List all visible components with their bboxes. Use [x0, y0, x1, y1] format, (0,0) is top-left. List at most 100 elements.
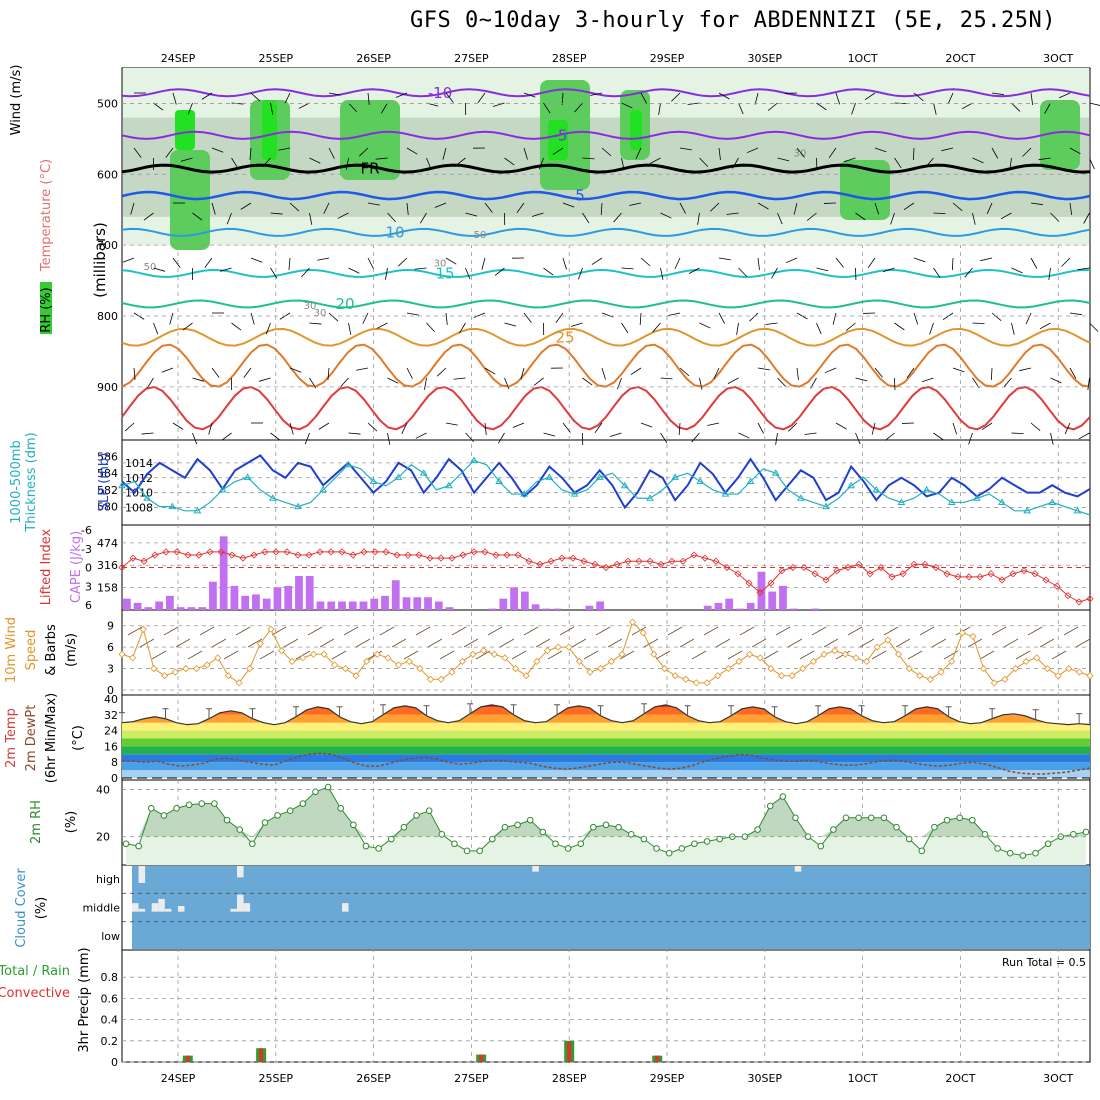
rh-contour-label: 30 [794, 149, 807, 160]
thickness-point [671, 473, 680, 480]
lifted-point [261, 548, 269, 556]
thickness-point [218, 485, 227, 493]
wind10-point [607, 657, 615, 665]
rh2m-point [324, 783, 332, 791]
cape-bar [424, 597, 432, 610]
cloud-high-bar [138, 866, 146, 883]
wind-barb [671, 92, 681, 102]
wind-barb [192, 432, 198, 445]
wind-barb [1019, 367, 1032, 372]
wind-barb [445, 257, 457, 265]
wind-barb [986, 202, 993, 215]
wind-barb [406, 312, 419, 316]
wind-barb [726, 212, 739, 215]
lifted-point [723, 563, 731, 572]
wind10-point [235, 679, 243, 687]
wind-barb [317, 257, 330, 261]
wind10-point [799, 665, 807, 673]
wind-barb [1083, 212, 1090, 224]
wind-barb [153, 267, 166, 272]
wind-barb [401, 422, 408, 434]
wind-barb [874, 367, 883, 378]
cape-bar [391, 580, 400, 610]
wind-barb [660, 212, 672, 219]
thickness-axis-label-2: Thickness (dm) [24, 432, 39, 532]
wind-barb [453, 377, 466, 380]
wind-barb [1064, 422, 1071, 435]
wind10-point [1033, 654, 1041, 662]
top-date-label: 27SEP [454, 52, 489, 65]
rh-contour-label: 50 [474, 230, 487, 241]
wind-barb [172, 92, 177, 105]
lifted-point [283, 548, 291, 556]
wind-barb [736, 322, 739, 335]
wind-barb [699, 322, 711, 329]
lifted-point [668, 557, 676, 565]
cape-bar [531, 604, 540, 610]
wind-barb [1089, 322, 1099, 332]
wind10-barb [511, 650, 527, 660]
rh2m-point [249, 840, 256, 848]
wind10-point [267, 625, 275, 633]
wind-barb [531, 212, 544, 217]
wind-barb [629, 202, 642, 206]
wind10-point [863, 657, 871, 665]
wind-barb [972, 377, 980, 389]
lifted-point [1053, 582, 1061, 590]
wind-barb [492, 102, 505, 107]
wind10-point [150, 665, 158, 673]
wind10-barb [127, 626, 143, 636]
cloud-mid-bar [158, 898, 165, 912]
cloud-mid-bar [138, 908, 146, 912]
wind-barb [913, 312, 919, 325]
temp-band [122, 770, 1090, 778]
wind-barb [221, 432, 232, 441]
cloud-mid-bar [132, 903, 139, 912]
temp-contour [121, 327, 1091, 347]
slp-tick: 1008 [125, 502, 153, 515]
lifted-point [613, 560, 621, 568]
cape-bar [746, 602, 755, 610]
wind-barb [746, 147, 759, 154]
wind10-barb [607, 638, 623, 648]
wind-barb [124, 422, 135, 432]
contour-label: 15 [435, 264, 454, 282]
wind-barb [828, 147, 837, 159]
rh-contour-label: 50 [144, 262, 157, 273]
wind-barb [192, 377, 205, 382]
wind-barb [749, 312, 759, 322]
wind-barb [309, 322, 322, 325]
wind-barb [262, 157, 271, 168]
thickness-point [520, 490, 529, 497]
thickness-point [998, 498, 1006, 505]
thickness-point [570, 490, 579, 497]
wind-barb [346, 157, 349, 170]
wind10-point [629, 618, 637, 626]
wind-barb [912, 147, 915, 161]
thickness-point [369, 477, 378, 484]
temp-band [122, 746, 1090, 755]
cloud-high-bar [794, 866, 802, 872]
rh2m-point [640, 835, 648, 843]
dewpt-axis-label: 2m DewPt [24, 705, 39, 772]
wind-barb [375, 157, 388, 160]
temp-axis-label: Temperature (°C) [39, 159, 54, 272]
wind-barb [806, 212, 817, 221]
wind10-barb [307, 626, 323, 636]
lifted-point [657, 560, 665, 568]
slp-tick: 1014 [125, 457, 153, 470]
wind-barb [562, 202, 575, 208]
wind-barb [473, 312, 486, 318]
wind-barb [278, 147, 291, 151]
lifted-point [1020, 567, 1028, 575]
wind-barb [1011, 102, 1021, 112]
lifted-point [503, 551, 511, 559]
wind-barb [980, 257, 993, 262]
rh2m-point [274, 812, 281, 819]
wind-barb [679, 367, 690, 377]
cape-bar [273, 587, 282, 610]
wind-barb [630, 367, 642, 375]
wind-barb [424, 377, 427, 390]
wind-barb [250, 257, 263, 263]
cloud-unit: (%) [34, 897, 49, 920]
